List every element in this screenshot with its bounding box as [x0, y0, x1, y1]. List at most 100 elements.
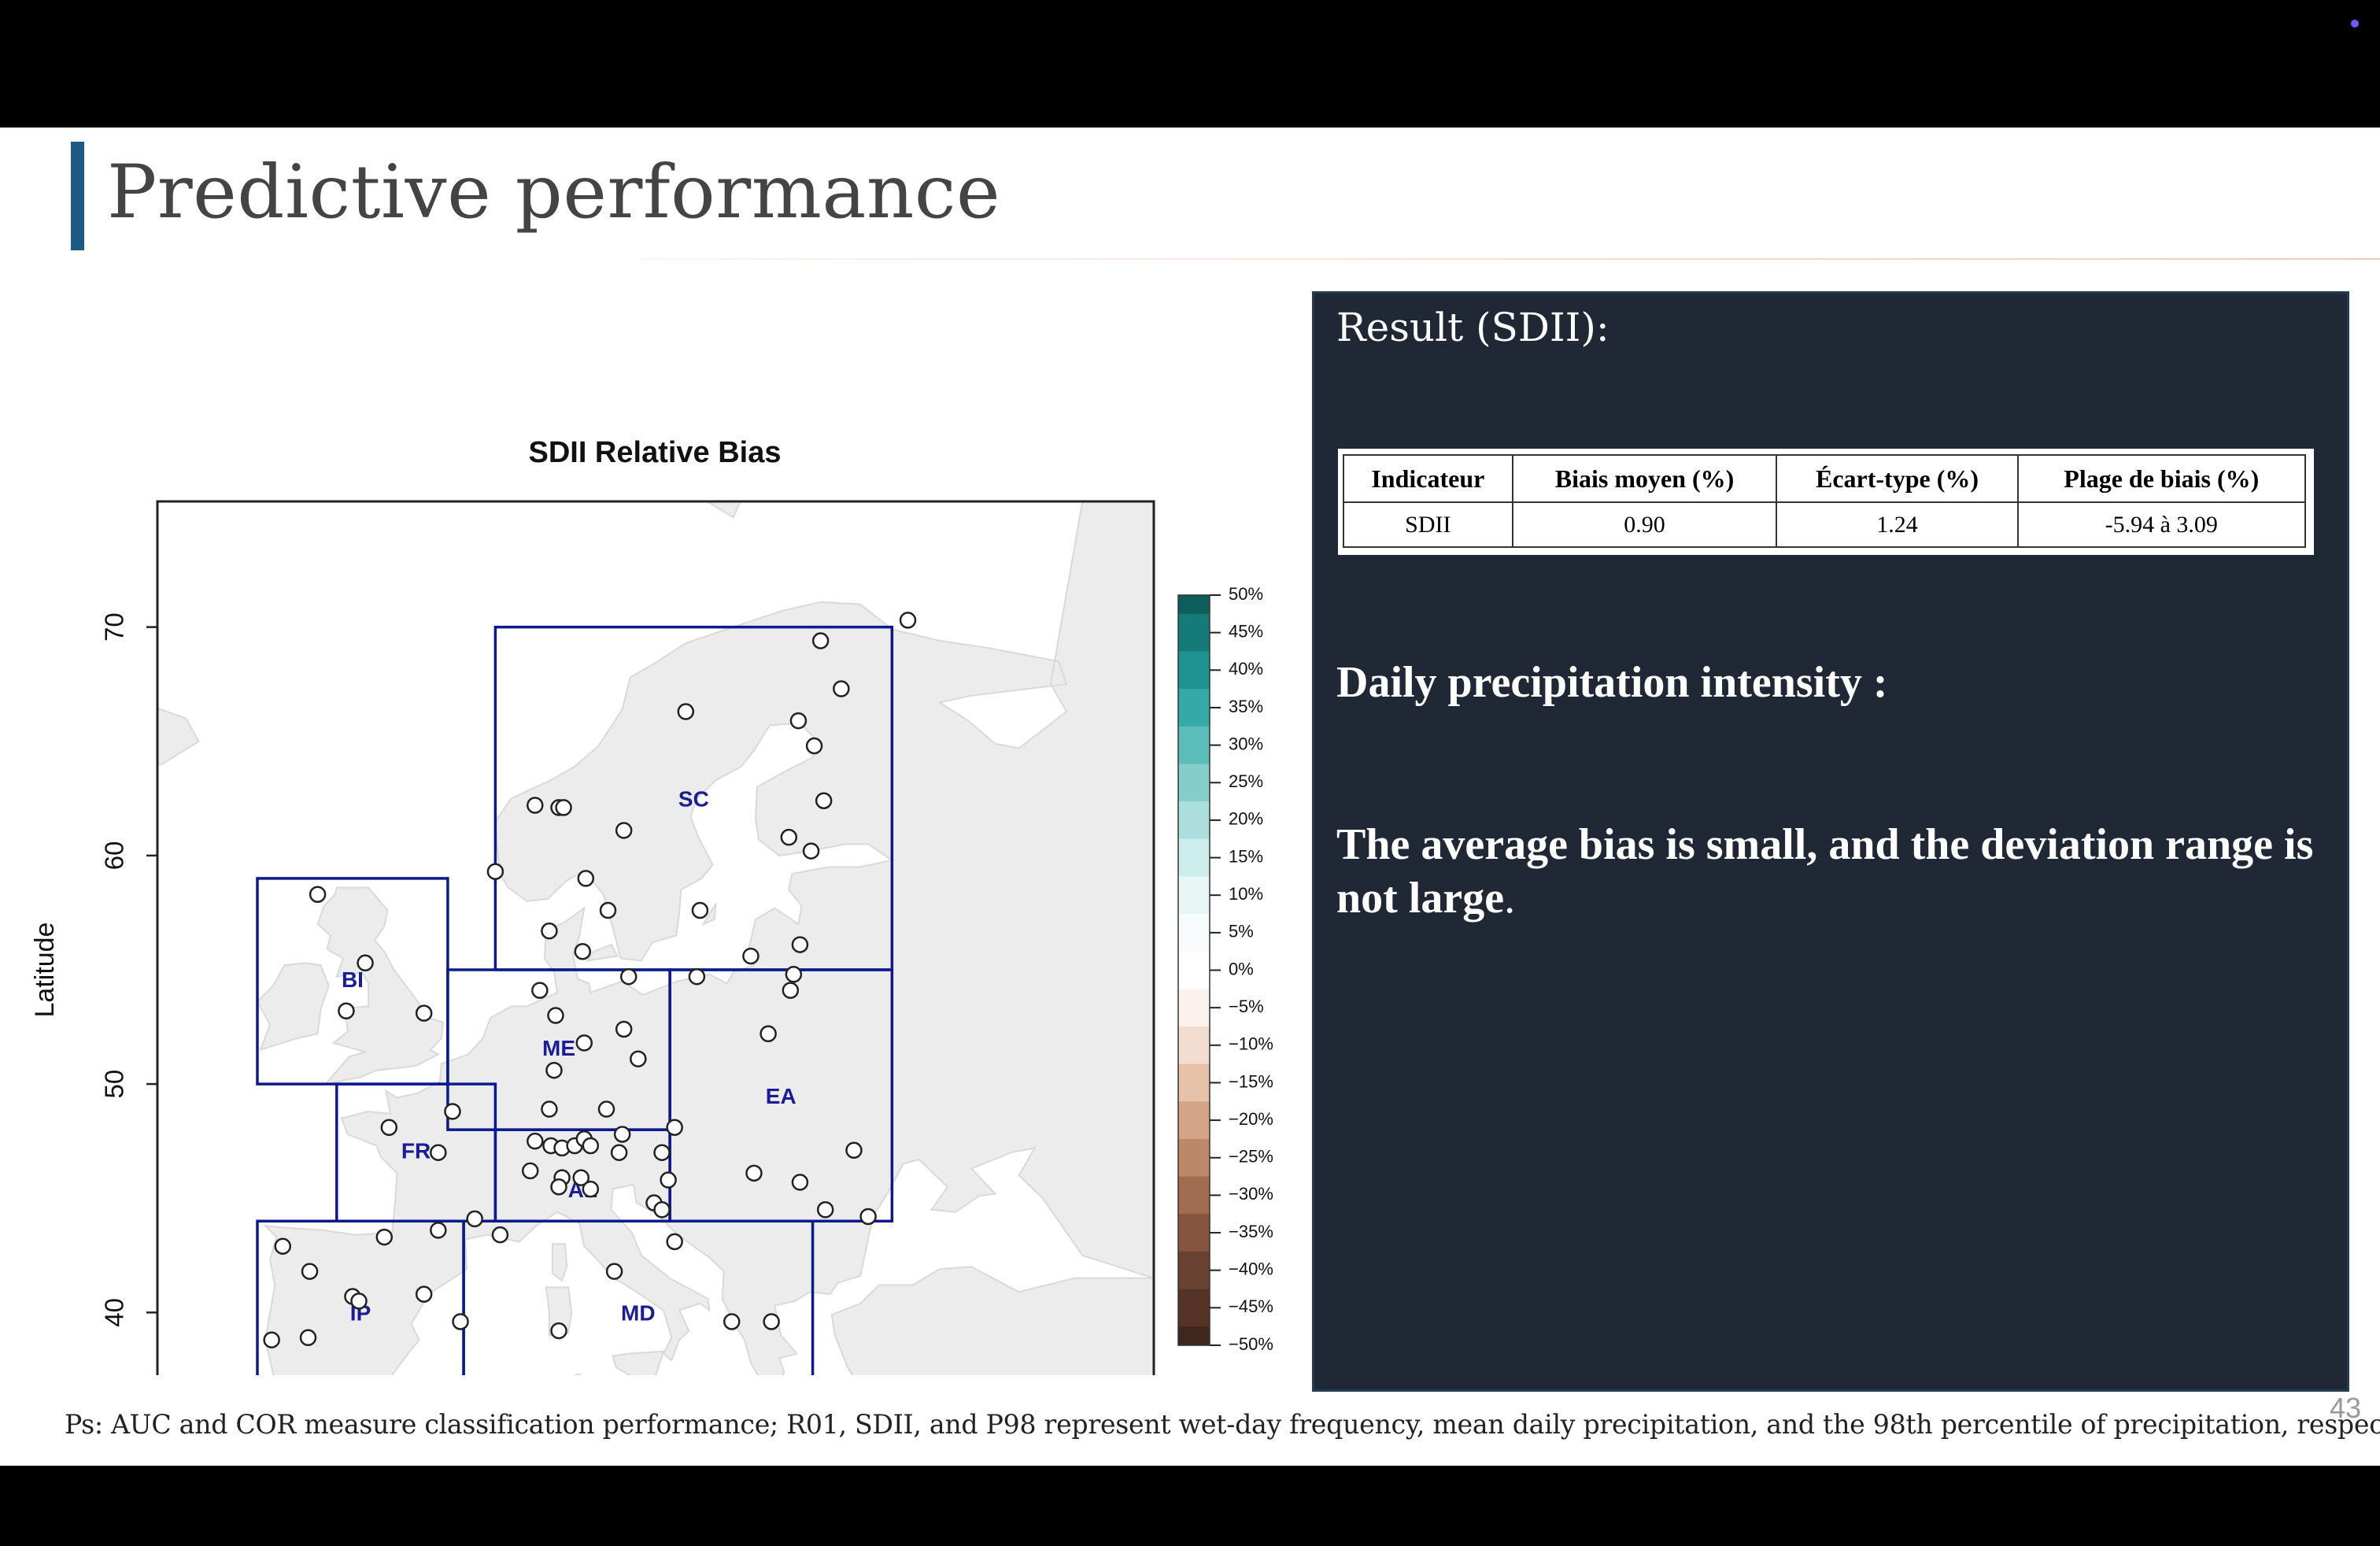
y-axis: 40 50 60 70: [100, 612, 157, 1327]
colorbar-tick-label: −5%: [1229, 997, 1264, 1016]
table-header-cell: Écart-type (%): [1776, 454, 2019, 503]
land-ireland: [256, 962, 330, 1052]
colorbar-swatch: [1178, 1026, 1210, 1065]
station-marker: [780, 828, 798, 846]
station-marker: [610, 1144, 628, 1161]
result-paragraph-2-bold: The average bias is small, and the devia…: [1336, 820, 2314, 923]
station-marker: [802, 842, 820, 860]
station-marker: [805, 737, 823, 755]
colorbar-tick-label: 30%: [1229, 734, 1263, 753]
region-label-me: ME: [542, 1036, 575, 1060]
station-marker: [550, 1178, 567, 1196]
land-corsica: [552, 1243, 568, 1282]
station-marker: [688, 967, 706, 986]
station-marker: [597, 1100, 615, 1118]
station-marker: [274, 1237, 292, 1255]
station-marker: [486, 863, 504, 880]
table-row: SDII 0.90 1.24 -5.94 à 3.09: [1343, 501, 2307, 548]
colorbar-tick-label: 45%: [1229, 621, 1263, 641]
colorbar-swatch: [1178, 1326, 1210, 1346]
station-marker: [630, 1050, 647, 1067]
land-great-britain: [316, 886, 444, 1086]
plot-frame: [156, 500, 1155, 1375]
colorbar-tick-label: 15%: [1229, 846, 1263, 866]
station-marker: [466, 1210, 483, 1228]
colorbar-swatch: [1178, 1289, 1210, 1327]
station-marker: [430, 1144, 447, 1161]
land-basemap: [157, 501, 1154, 1375]
station-marker: [619, 967, 638, 986]
station-marker: [541, 922, 558, 940]
station-marker: [338, 1002, 355, 1019]
colorbar-tick-label: −10%: [1229, 1034, 1273, 1054]
map-figure: SDII Relative Bias BISCMEEAFRALIPMD −100…: [16, 289, 1314, 1375]
station-marker: [811, 632, 830, 649]
colorbar-swatch: [1178, 1101, 1210, 1140]
y-tick-label: 50: [100, 1070, 129, 1099]
table-cell: -5.94 à 3.09: [2016, 501, 2307, 548]
title-divider: [641, 258, 2380, 260]
colorbar-swatch: [1178, 1063, 1210, 1102]
station-marker: [785, 966, 803, 983]
station-marker: [816, 1201, 834, 1219]
station-marker: [653, 1201, 671, 1219]
y-axis-label: Latitude: [30, 923, 60, 1018]
station-marker: [380, 1119, 398, 1137]
table-header-cell: Indicateur: [1343, 454, 1513, 503]
result-panel: Result (SDII): Indicateur Biais moyen (%…: [1312, 291, 2349, 1392]
station-marker: [582, 1137, 600, 1155]
table-header-row: Indicateur Biais moyen (%) Écart-type (%…: [1343, 454, 2307, 503]
station-marker: [745, 1164, 763, 1182]
colorbar-tick-label: 40%: [1229, 659, 1263, 679]
colorbar-swatch: [1178, 876, 1210, 915]
colorbar-tick-label: 10%: [1229, 884, 1263, 904]
station-marker: [666, 1233, 683, 1251]
station-marker: [527, 1132, 544, 1150]
region-label-fr: FR: [401, 1139, 431, 1163]
region-box-md: [462, 1219, 815, 1375]
slide-title: Predictive performance: [107, 150, 1001, 235]
result-paragraph-1: Daily precipitation intensity :: [1336, 658, 1888, 707]
station-marker: [782, 982, 800, 999]
land-north-africa: [571, 1373, 582, 1375]
table-header-cell: Biais moyen (%): [1511, 454, 1778, 503]
region-label-sc: SC: [678, 787, 709, 812]
station-marker: [791, 1174, 809, 1191]
station-marker: [375, 1228, 394, 1246]
colorbar-tick-label: −40%: [1229, 1259, 1273, 1279]
land-turkey: [830, 1266, 1154, 1375]
station-marker: [582, 1180, 600, 1198]
colorbar-swatch: [1178, 726, 1210, 765]
table-cell: 0.90: [1511, 501, 1778, 548]
station-marker: [350, 1293, 368, 1310]
station-marker: [791, 936, 809, 953]
station-marker: [666, 1119, 683, 1137]
station-marker: [415, 1004, 433, 1022]
station-marker: [555, 799, 572, 816]
station-marker: [599, 901, 617, 919]
station-marker: [357, 954, 374, 972]
station-marker: [527, 797, 544, 814]
station-marker: [677, 703, 695, 720]
table-cell: SDII: [1343, 501, 1513, 548]
station-marker: [491, 1226, 509, 1244]
land-mainland: [263, 501, 1154, 1375]
top-black-bar: [0, 0, 2380, 128]
sdii-map-chart: SDII Relative Bias BISCMEEAFRALIPMD −100…: [30, 436, 1273, 1375]
region-label-ea: EA: [766, 1084, 796, 1108]
station-marker: [615, 822, 633, 839]
station-marker: [452, 1313, 469, 1330]
colorbar-swatch: [1178, 951, 1210, 989]
station-marker: [531, 982, 549, 999]
station-marker: [660, 1171, 677, 1189]
colorbar-swatch: [1178, 689, 1210, 727]
table-cell: 1.24: [1776, 501, 2019, 548]
station-marker: [653, 1144, 671, 1161]
station-marker: [759, 1025, 777, 1043]
chart-title: SDII Relative Bias: [528, 436, 781, 469]
station-marker: [615, 1020, 633, 1038]
colorbar-tick-label: −20%: [1229, 1109, 1273, 1129]
y-tick-label: 70: [100, 612, 129, 642]
station-marker: [613, 1126, 631, 1143]
result-heading: Result (SDII):: [1336, 305, 1609, 350]
